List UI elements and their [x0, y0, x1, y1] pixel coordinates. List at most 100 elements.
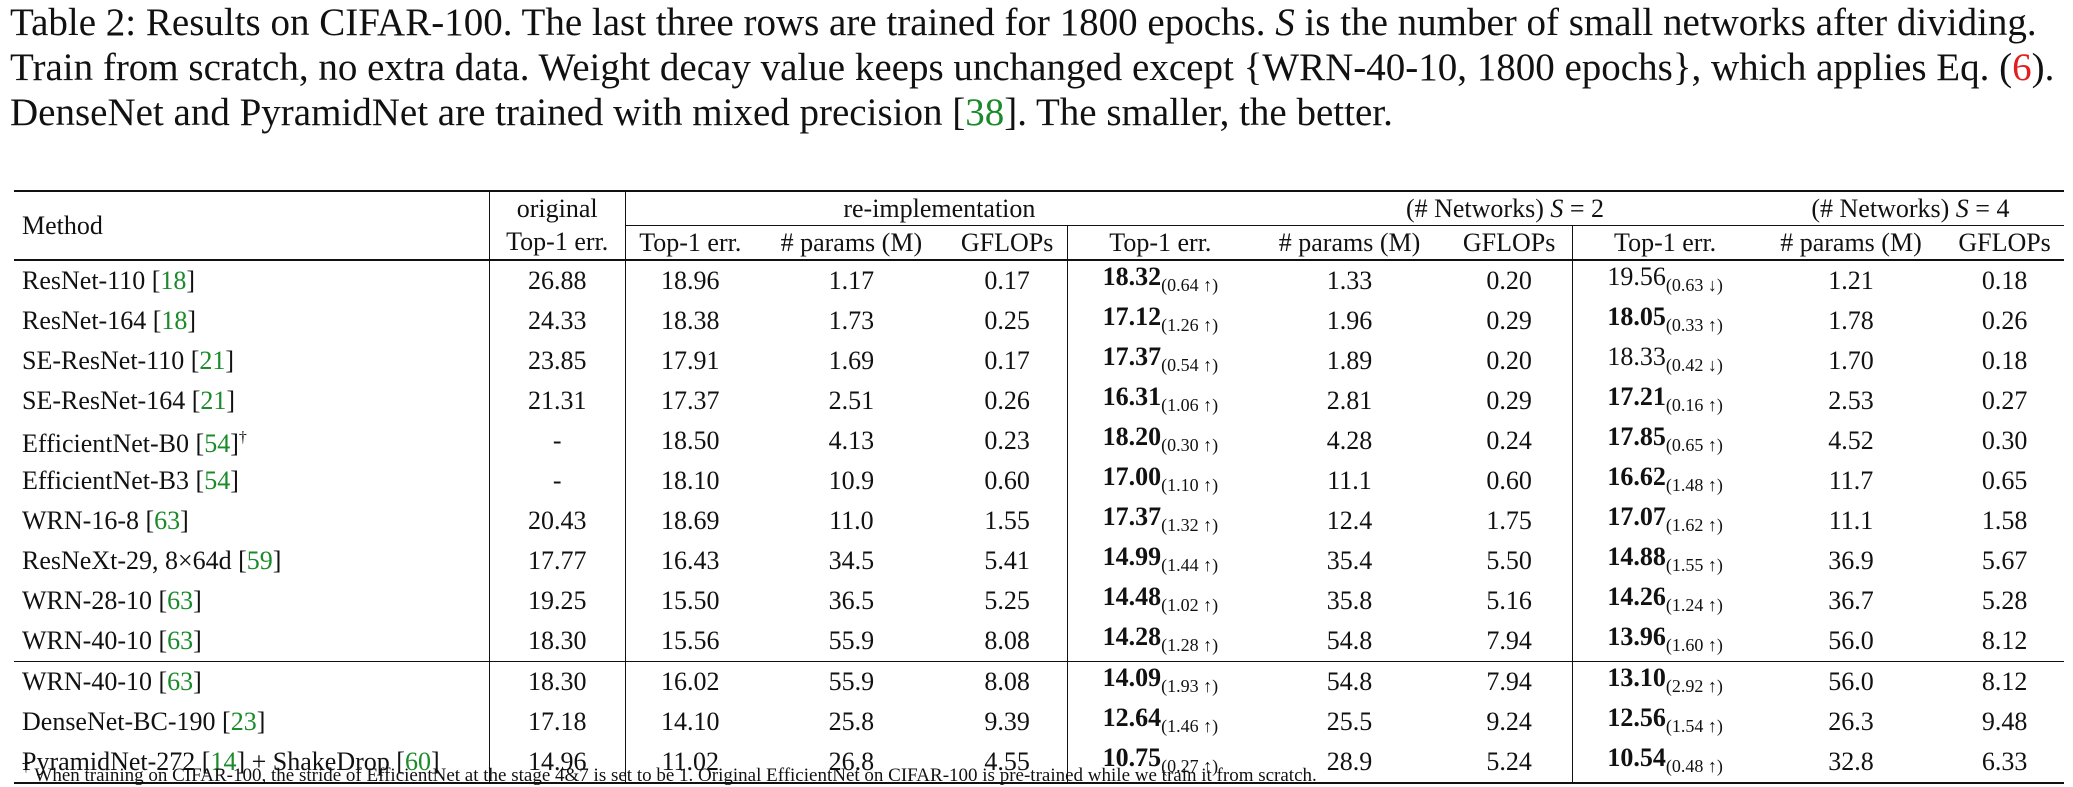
method-label-end: ] — [256, 707, 266, 736]
header-top1: Top-1 err. — [624, 225, 755, 260]
header-gflops: GFLOPs — [1462, 227, 1556, 257]
header-group-s4: (# Networks) S = 4 — [1756, 191, 2064, 226]
cell-s4-top1: 12.56(1.54 ↑) — [1572, 702, 1757, 742]
citation-link[interactable]: 21 — [199, 346, 226, 375]
cell-s4-gflops: 0.27 — [1981, 386, 2028, 415]
cell-s2-params: 1.89 — [1326, 346, 1373, 375]
cell-reimpl-gflops: 0.17 — [984, 346, 1030, 375]
top1-value: 14.09 — [1102, 663, 1162, 692]
cell-s4-gflops: 0.18 — [1981, 266, 2028, 295]
cell-reimpl-gflops: 8.08 — [984, 667, 1030, 696]
cell-s4-gflops: 5.67 — [1981, 546, 2028, 575]
method-label: DenseNet-BC-190 [ — [22, 707, 231, 736]
method-name: EfficientNet-B3 [54] — [14, 461, 489, 501]
citation-link[interactable]: 63 — [167, 626, 194, 655]
method-label-end: ] — [272, 546, 282, 575]
cell-reimpl-top1: 16.02 — [624, 661, 755, 702]
citation-link[interactable]: 59 — [246, 546, 273, 575]
cell-reimpl-gflops: 0.23 — [984, 426, 1030, 455]
cell-s2-top1: 12.64(1.46 ↑) — [1066, 702, 1254, 742]
top1-value: 14.28 — [1102, 622, 1162, 651]
cell-s4-params: 56.0 — [1828, 626, 1874, 655]
cell-s2-top1: 17.37(0.54 ↑) — [1066, 341, 1254, 381]
delta-value: (0.30 ↑) — [1161, 435, 1219, 455]
method-name: SE-ResNet-164 [21] — [14, 381, 489, 421]
top1-value: 12.56 — [1607, 703, 1666, 732]
delta-value: (0.64 ↑) — [1161, 275, 1219, 295]
cell-s2-top1: 14.99(1.44 ↑) — [1066, 541, 1254, 581]
citation-link[interactable]: 63 — [167, 667, 194, 696]
cell-reimpl-gflops: 0.17 — [984, 266, 1030, 295]
method-label: PyramidNet-272 [ — [22, 747, 211, 776]
table-footnote: † When training on CIFAR-100, the stride… — [22, 758, 1317, 786]
cell-reimpl-top1: 18.10 — [624, 461, 755, 501]
header-method: Method — [22, 210, 103, 240]
cell-s4-gflops: 6.33 — [1981, 747, 2028, 776]
delta-value: (1.55 ↑) — [1665, 555, 1723, 575]
table-row: PyramidNet-272 [14] + ShakeDrop [60] 14.9… — [14, 742, 2064, 783]
delta-value: (1.44 ↑) — [1161, 555, 1219, 575]
top1-value: 17.00 — [1102, 462, 1162, 491]
results-table: Method original re-implementation (# Net… — [14, 190, 2064, 784]
cell-original-top1: - — [488, 421, 626, 461]
cell-s2-top1: 14.48(1.02 ↑) — [1066, 581, 1254, 621]
cell-reimpl-top1: 18.38 — [624, 301, 755, 341]
citation-link[interactable]: 14 — [210, 747, 237, 776]
citation-link[interactable]: 18 — [161, 306, 188, 335]
equation-reference[interactable]: 6 — [2012, 46, 2032, 89]
method-label: SE-ResNet-110 [ — [22, 346, 200, 375]
cell-s4-params: 11.7 — [1828, 466, 1874, 495]
delta-value: (0.54 ↑) — [1161, 355, 1219, 375]
citation-link[interactable]: 63 — [167, 586, 194, 615]
cell-reimpl-top1: 14.10 — [624, 702, 755, 742]
cell-reimpl-gflops: 5.41 — [984, 546, 1030, 575]
citation-link[interactable]: 21 — [200, 386, 227, 415]
cell-original-top1: 17.18 — [488, 702, 626, 742]
cell-s4-params: 36.7 — [1828, 586, 1874, 615]
top1-value: 17.85 — [1607, 422, 1666, 451]
cell-s2-gflops: 0.24 — [1486, 426, 1532, 455]
table-row: ResNet-164 [18] 24.33 18.38 1.73 0.25 17.12(1… — [14, 301, 2064, 341]
citation-link[interactable]: 38 — [965, 91, 1005, 134]
cell-s2-gflops: 0.60 — [1486, 466, 1532, 495]
citation-link[interactable]: 60 — [404, 747, 431, 776]
cell-reimpl-top1: 18.69 — [624, 501, 755, 541]
table-row: WRN-40-10 [63] 18.30 16.02 55.9 8.08 14.09(1.… — [14, 661, 2064, 702]
caption-variable: S — [1275, 1, 1295, 44]
delta-value: (1.93 ↑) — [1161, 676, 1219, 696]
cell-reimpl-top1: 17.91 — [624, 341, 755, 381]
cell-s4-params: 26.3 — [1828, 707, 1874, 736]
citation-link[interactable]: 23 — [230, 707, 257, 736]
top1-value: 17.21 — [1607, 382, 1666, 411]
cell-s2-params: 11.1 — [1327, 466, 1372, 495]
top1-value: 13.10 — [1607, 663, 1666, 692]
cell-reimpl-params: 25.8 — [828, 707, 875, 736]
delta-value: (1.06 ↑) — [1161, 395, 1219, 415]
top1-value: 14.99 — [1102, 542, 1162, 571]
top1-value: 19.56 — [1607, 262, 1666, 291]
delta-value: (0.16 ↑) — [1665, 395, 1723, 415]
cell-s2-top1: 17.12(1.26 ↑) — [1066, 301, 1254, 341]
cell-s4-gflops: 1.58 — [1981, 506, 2028, 535]
method-label-end: ] + ShakeDrop [ — [236, 747, 405, 776]
header-params: # params (M) — [1780, 227, 1922, 257]
citation-link[interactable]: 54 — [204, 466, 231, 495]
top1-value: 17.12 — [1102, 302, 1162, 331]
citation-link[interactable]: 18 — [160, 266, 187, 295]
citation-link[interactable]: 63 — [154, 506, 181, 535]
cell-s4-params: 56.0 — [1828, 667, 1874, 696]
cell-s4-params: 1.21 — [1828, 266, 1874, 295]
citation-link[interactable]: 54 — [204, 429, 231, 458]
method-label-end: ] — [230, 429, 239, 458]
cell-s4-params: 32.8 — [1828, 747, 1874, 776]
top1-value: 10.75 — [1102, 743, 1162, 772]
cell-reimpl-params: 1.73 — [828, 306, 875, 335]
cell-s2-params: 25.5 — [1326, 707, 1373, 736]
cell-s2-top1: 10.75(0.27 ↑) — [1066, 742, 1254, 783]
header-top1: Top-1 err. — [488, 225, 626, 260]
delta-value: (1.60 ↑) — [1665, 635, 1723, 655]
cell-s4-gflops: 9.48 — [1981, 707, 2028, 736]
cell-s2-gflops: 5.50 — [1486, 546, 1532, 575]
cell-s2-params: 12.4 — [1326, 506, 1373, 535]
top1-value: 10.54 — [1607, 743, 1666, 772]
